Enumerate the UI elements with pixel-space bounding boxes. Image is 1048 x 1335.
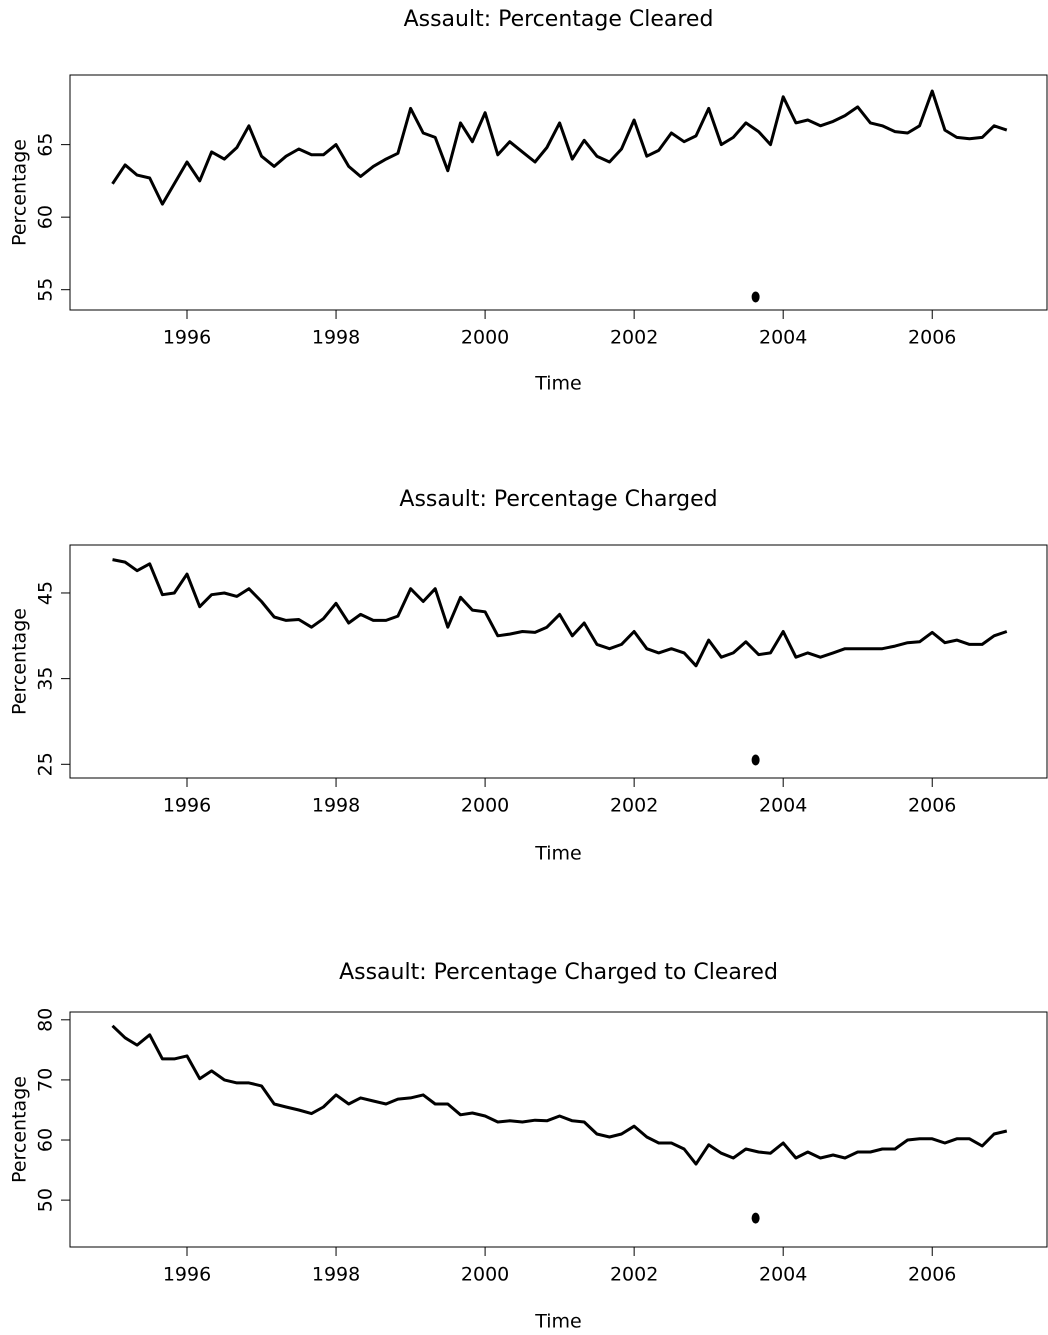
marker-point [751, 291, 760, 303]
y-tick-label: 65 [35, 133, 57, 157]
x-axis-label: Time [534, 1311, 582, 1333]
y-tick-label: 35 [35, 667, 57, 691]
series-line [111, 89, 1008, 206]
x-tick-label: 2004 [759, 327, 807, 349]
x-tick-label: 2002 [610, 795, 658, 817]
y-axis-label: Percentage [9, 139, 31, 246]
x-tick-label: 1996 [163, 795, 211, 817]
x-tick-label: 1996 [163, 327, 211, 349]
chart-title: Assault: Percentage Charged to Cleared [339, 960, 778, 985]
series-line [112, 558, 1008, 668]
plot-frame [69, 544, 1048, 779]
y-tick-label: 60 [35, 1128, 57, 1152]
x-tick-label: 2000 [461, 1264, 509, 1286]
y-tick-label: 50 [35, 1188, 57, 1212]
x-tick-label: 1998 [312, 1264, 360, 1286]
y-axis-label: Percentage [9, 1076, 31, 1183]
y-tick-label: 45 [35, 581, 57, 605]
y-tick-label: 60 [35, 205, 57, 229]
x-tick-label: 1998 [312, 327, 360, 349]
x-tick-label: 2000 [461, 795, 509, 817]
x-tick-label: 2002 [610, 1264, 658, 1286]
y-tick-label: 80 [35, 1008, 57, 1032]
marker-point [751, 754, 760, 766]
x-tick-label: 2004 [759, 795, 807, 817]
x-tick-label: 2000 [461, 327, 509, 349]
y-axis-label: Percentage [9, 608, 31, 715]
chart-title: Assault: Percentage Cleared [404, 7, 714, 32]
y-tick-label: 70 [35, 1068, 57, 1092]
x-axis-label: Time [534, 843, 582, 865]
x-tick-label: 2006 [908, 1264, 956, 1286]
marker-point [751, 1212, 760, 1224]
y-tick-label: 25 [35, 752, 57, 776]
x-tick-label: 2004 [759, 1264, 807, 1286]
x-tick-label: 2006 [908, 795, 956, 817]
x-axis-label: Time [534, 373, 582, 395]
y-tick-label: 55 [35, 278, 57, 302]
x-tick-label: 1998 [312, 795, 360, 817]
x-tick-label: 2002 [610, 327, 658, 349]
x-tick-label: 2006 [908, 327, 956, 349]
plot-frame [69, 1011, 1048, 1248]
x-tick-label: 1996 [163, 1264, 211, 1286]
plot-frame [69, 74, 1048, 311]
series-line [111, 1024, 1008, 1166]
chart-title: Assault: Percentage Charged [399, 487, 717, 512]
